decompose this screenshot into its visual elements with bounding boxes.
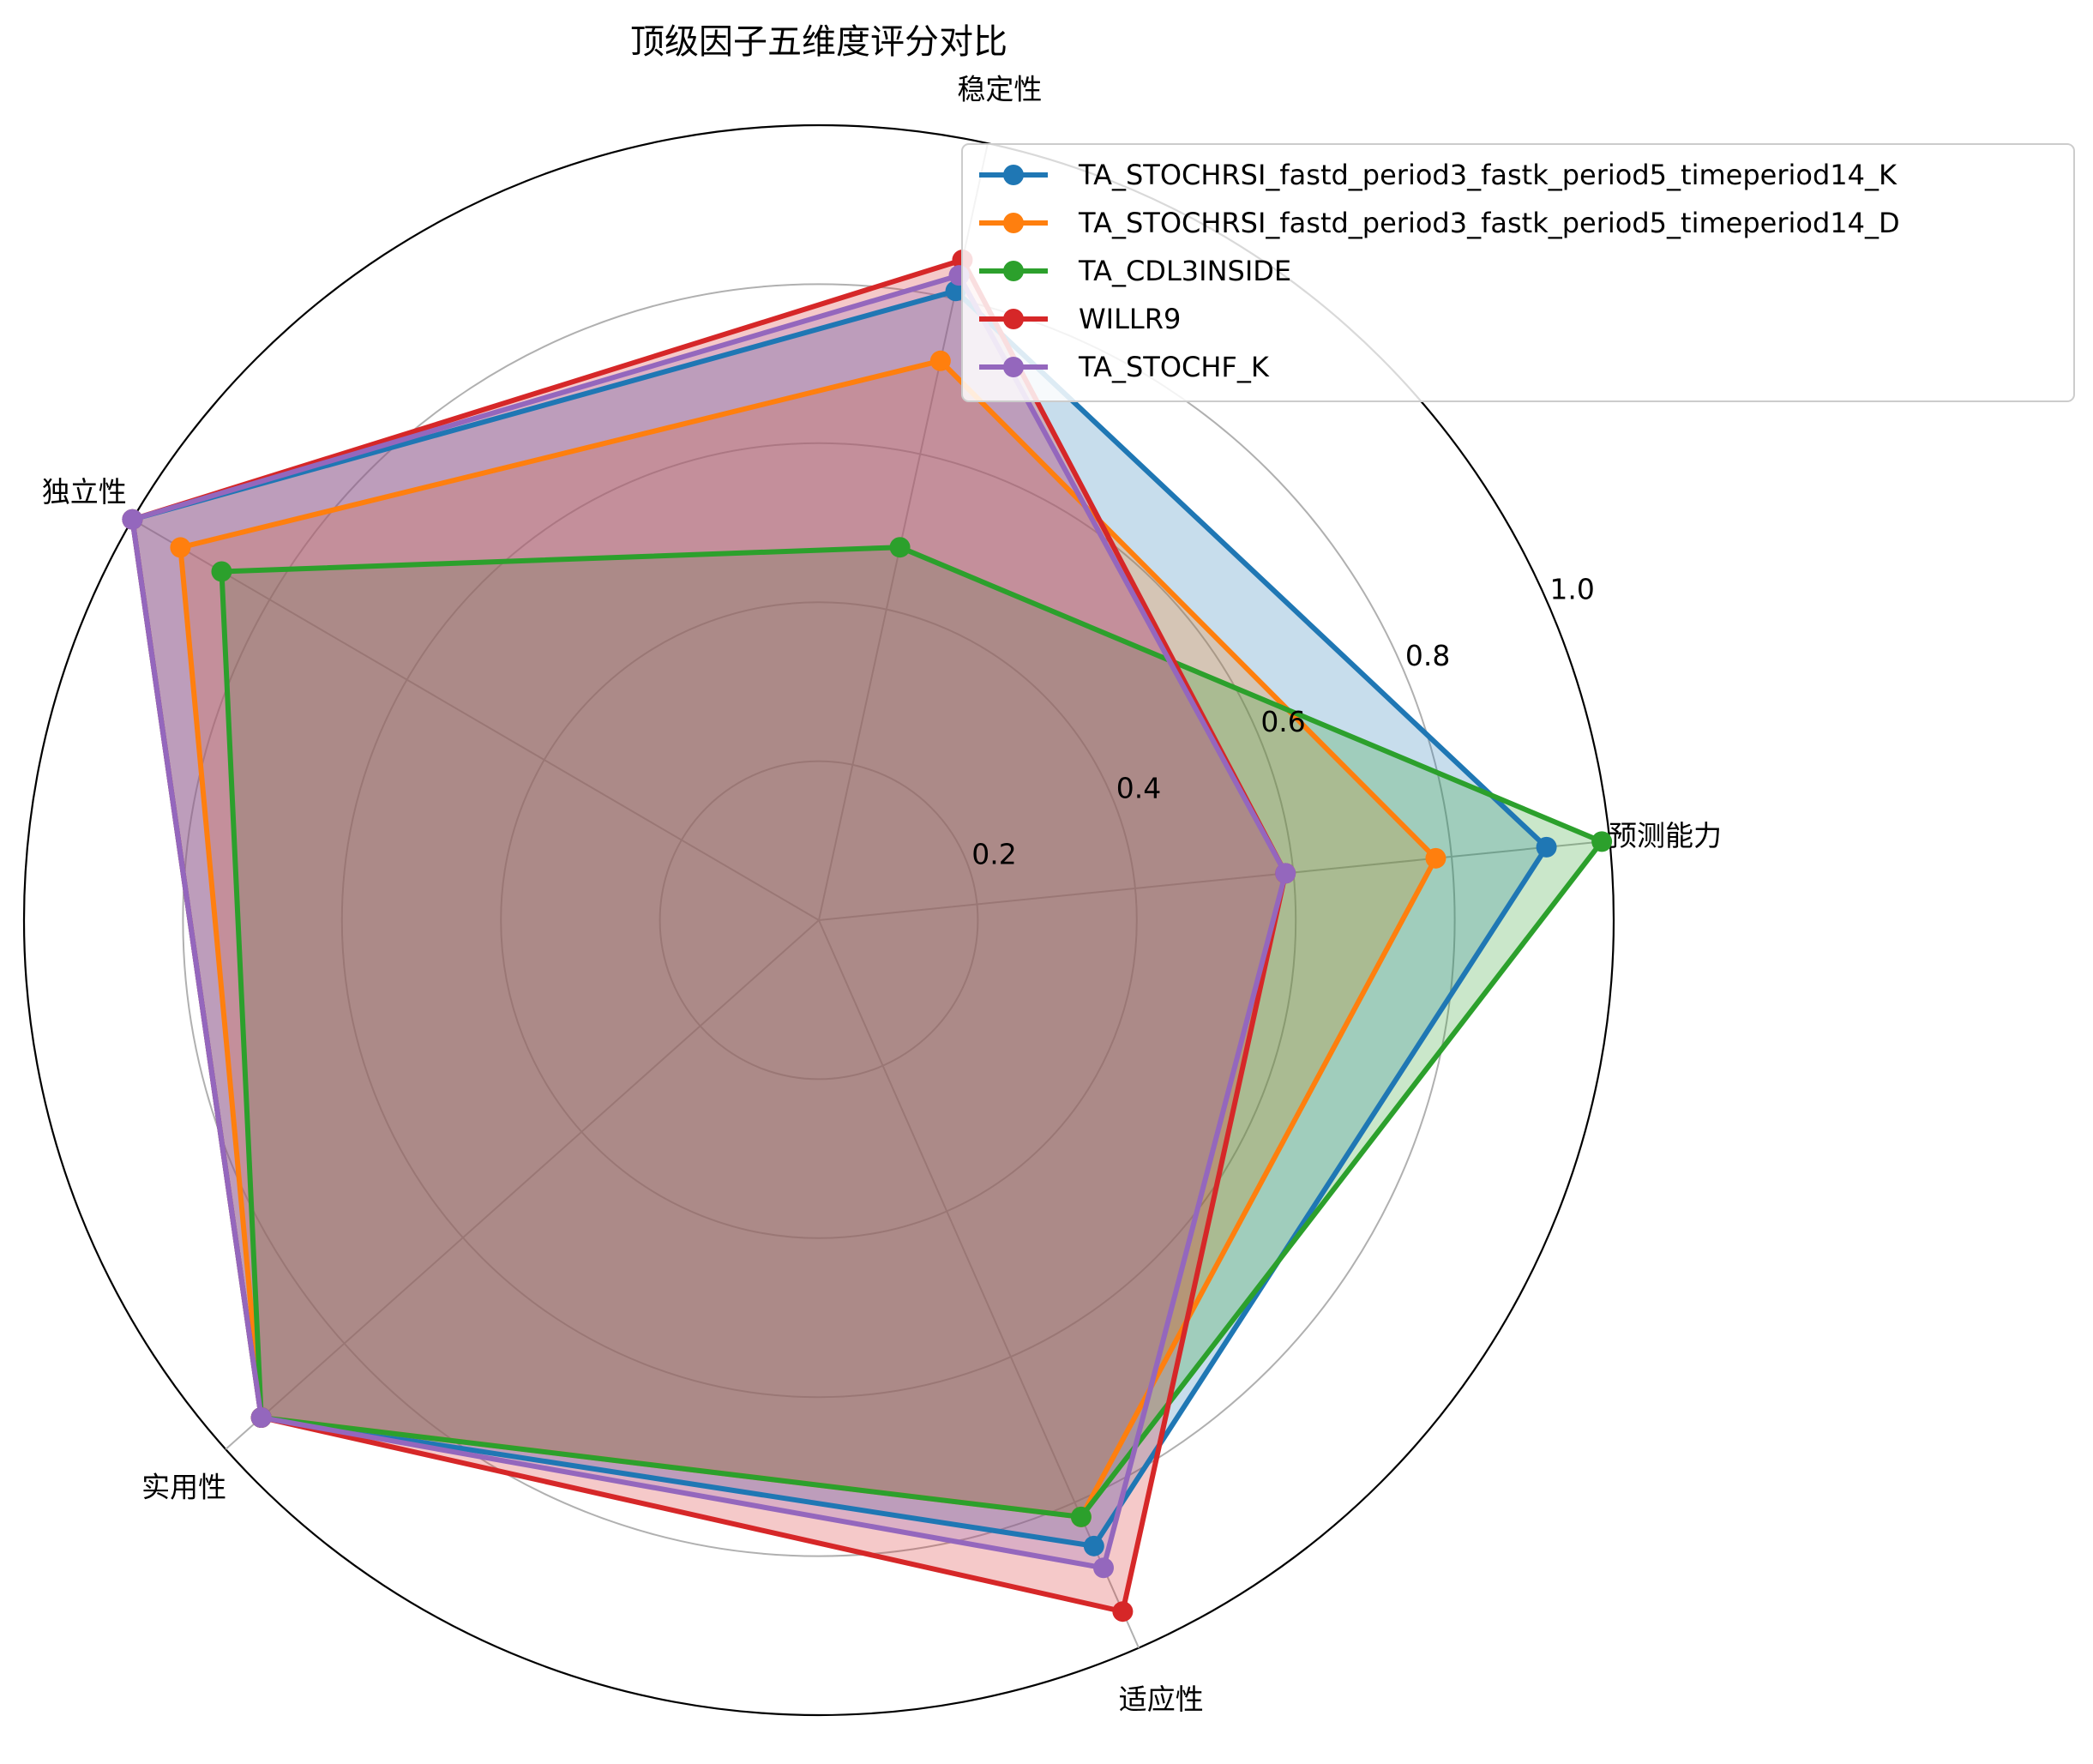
axis-label-3: 独立性 xyxy=(42,475,127,509)
legend-entry-4: WILLR9 xyxy=(1079,303,1181,335)
legend-entry-1: TA_STOCHRSI_fastd_period3_fastk_period5_… xyxy=(1078,159,1898,191)
r-tick-label-5: 1.0 xyxy=(1549,573,1594,606)
axis-label-1: 预测能力 xyxy=(1609,819,1722,852)
legend-marker-3 xyxy=(1003,261,1024,281)
series-5-point-1 xyxy=(1275,863,1296,884)
series-4-point-5 xyxy=(1112,1601,1134,1623)
series-area-3 xyxy=(221,547,1603,1517)
series-1-point-2 xyxy=(945,280,966,302)
series-2-point-3 xyxy=(170,537,191,558)
legend-entry-5: TA_STOCHF_K xyxy=(1078,351,1270,383)
radar-grid xyxy=(22,123,1615,1717)
spoke-line-1 xyxy=(818,840,1610,921)
axis-label-5: 适应性 xyxy=(1119,1683,1204,1716)
outer-frame-circle xyxy=(22,123,1615,1717)
spoke-line-3 xyxy=(131,518,820,921)
series-2-point-2 xyxy=(929,350,951,371)
series-line-2 xyxy=(177,358,1439,1520)
legend-entry-2: TA_STOCHRSI_fastd_period3_fastk_period5_… xyxy=(1078,207,1900,239)
radial-tick-labels: 0.2 0.4 0.6 0.8 1.0 xyxy=(971,573,1595,871)
r-tick-label-1: 0.2 xyxy=(971,838,1016,871)
series-1-point-5 xyxy=(1083,1535,1104,1556)
series-3-point-3 xyxy=(211,561,232,582)
spoke-line-4 xyxy=(225,919,820,1450)
legend: TA_STOCHRSI_fastd_period3_fastk_period5_… xyxy=(961,143,2075,402)
series-3-point-5 xyxy=(1070,1506,1092,1527)
series-area-4 xyxy=(132,260,1286,1612)
series-5-point-5 xyxy=(1093,1557,1115,1579)
grid-circle-4 xyxy=(182,283,1456,1557)
axis-label-2: 稳定性 xyxy=(957,73,1042,106)
series-5-point-3 xyxy=(122,509,143,530)
legend-marker-1 xyxy=(1003,165,1024,185)
series-1-point-1 xyxy=(1536,836,1557,858)
legend-marker-5 xyxy=(1003,357,1024,377)
grid-circle-3 xyxy=(340,442,1297,1399)
grid-circle-1 xyxy=(659,760,979,1081)
series-layer xyxy=(122,250,1613,1623)
series-3-point-2 xyxy=(889,537,911,558)
legend-box xyxy=(961,143,2075,402)
series-2-point-1 xyxy=(1425,847,1446,869)
series-5-point-4 xyxy=(250,1407,272,1429)
legend-entry-3: TA_CDL3INSIDE xyxy=(1078,255,1291,287)
spoke-line-5 xyxy=(818,919,1140,1649)
axis-label-4: 实用性 xyxy=(141,1470,226,1503)
r-tick-label-2: 0.4 xyxy=(1116,771,1161,804)
r-tick-label-3: 0.6 xyxy=(1260,705,1305,738)
series-3-point-1 xyxy=(1591,831,1613,852)
series-area-5 xyxy=(132,275,1286,1568)
series-area-2 xyxy=(180,360,1436,1517)
legend-marker-4 xyxy=(1003,309,1024,329)
legend-marker-2 xyxy=(1003,213,1024,233)
grid-circle-2 xyxy=(500,601,1138,1239)
chart-title: 顶级因子五维度评分对比 xyxy=(630,22,1007,62)
r-tick-label-4: 0.8 xyxy=(1405,639,1450,672)
